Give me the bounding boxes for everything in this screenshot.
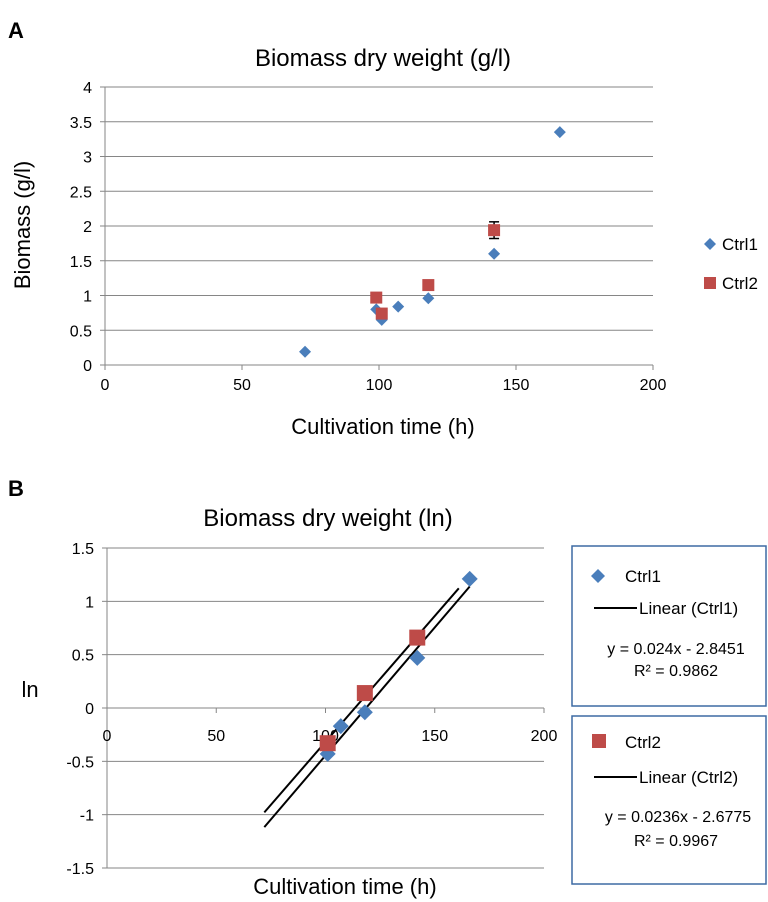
trendline-r2-ctrl2: R² = 0.9967	[634, 833, 718, 850]
data-point-ctrl1	[332, 718, 349, 735]
chart-b-legend-ctrl2: Ctrl2 Linear (Ctrl2) y = 0.0236x - 2.677…	[571, 715, 767, 885]
data-point-ctrl1	[299, 345, 312, 358]
chart-a-x-ticks: 0 50 100 150 200	[101, 365, 667, 394]
y-tick-label: 2.5	[70, 184, 92, 201]
chart-a-legend: Ctrl1 Ctrl2	[704, 235, 758, 293]
x-tick-label: 50	[207, 728, 225, 745]
legend-marker-diamond	[591, 569, 605, 583]
x-tick-label: 200	[531, 728, 558, 745]
legend-label-linear-ctrl1: Linear (Ctrl1)	[639, 599, 738, 618]
trendline-equation-ctrl1: y = 0.024x - 2.8451	[607, 641, 745, 658]
trendline-equation-ctrl2: y = 0.0236x - 2.6775	[605, 809, 751, 826]
data-point-ctrl2	[409, 629, 426, 646]
legend-label-linear-ctrl2: Linear (Ctrl2)	[639, 768, 738, 787]
y-tick-label: 0	[83, 358, 92, 375]
y-tick-label: 0.5	[70, 323, 92, 340]
y-tick-label: 1.5	[70, 254, 92, 271]
x-tick-label: 150	[503, 377, 530, 394]
chart-a-x-label: Cultivation time (h)	[291, 414, 474, 439]
panel-label-a: A	[8, 18, 24, 43]
data-point-ctrl2	[356, 685, 373, 702]
legend-label-ctrl1: Ctrl1	[722, 235, 758, 254]
x-tick-label: 0	[103, 728, 112, 745]
y-tick-label: 0.5	[72, 648, 94, 665]
y-tick-label: 1.5	[72, 541, 94, 558]
data-point-ctrl1	[461, 570, 478, 587]
legend-label-ctrl1: Ctrl1	[625, 567, 661, 586]
y-tick-label: 4	[83, 80, 92, 97]
x-tick-label: 100	[366, 377, 393, 394]
y-tick-label: -1.5	[66, 861, 94, 878]
y-tick-label: -0.5	[66, 754, 94, 771]
chart-b-title: Biomass dry weight (ln)	[203, 505, 452, 532]
y-tick-label: 3	[83, 150, 92, 167]
legend-item-ctrl2: Ctrl2	[704, 274, 758, 293]
y-tick-label: 3.5	[70, 115, 92, 132]
trendline-r2-ctrl1: R² = 0.9862	[634, 663, 718, 680]
y-tick-label: -1	[80, 808, 94, 825]
data-point-ctrl2	[319, 735, 336, 752]
x-tick-label: 0	[101, 377, 110, 394]
chart-b-x-label: Cultivation time (h)	[253, 874, 436, 899]
data-point-ctrl1	[422, 292, 435, 305]
chart-b-points	[319, 570, 478, 762]
panel-a: A Biomass dry weight (g/l) 0 0.5 1 1.5 2 2.5 3…	[8, 18, 758, 439]
y-tick-label: 1	[85, 594, 94, 611]
chart-b-y-ticks: -1.5 -1 -0.5 0 0.5 1 1.5	[66, 541, 107, 878]
x-tick-label: 50	[233, 377, 251, 394]
data-point-ctrl1	[356, 704, 373, 721]
panel-b: B Biomass dry weight (ln) -1.5 -1 -0.5 0 0.5…	[8, 476, 767, 899]
legend-marker-diamond	[704, 238, 716, 250]
x-tick-label: 200	[640, 377, 667, 394]
chart-a-points	[299, 126, 566, 358]
chart-b-y-label: ln	[21, 677, 38, 702]
legend-label-ctrl2: Ctrl2	[625, 733, 661, 752]
data-point-ctrl2	[422, 279, 435, 292]
chart-b-legend-ctrl1: Ctrl1 Linear (Ctrl1) y = 0.024x - 2.8451…	[571, 545, 767, 707]
data-point-ctrl2	[375, 307, 388, 320]
data-point-ctrl1	[392, 300, 405, 313]
legend-item-ctrl1: Ctrl1	[704, 235, 758, 254]
x-tick-label: 150	[421, 728, 448, 745]
legend-marker-square	[592, 734, 606, 748]
y-tick-label: 2	[83, 219, 92, 236]
data-point-ctrl2	[370, 291, 383, 304]
legend-label-ctrl2: Ctrl2	[722, 274, 758, 293]
chart-a-y-ticks: 0 0.5 1 1.5 2 2.5 3 3.5 4	[70, 80, 105, 375]
chart-a-gridlines	[105, 86, 653, 366]
chart-a-y-label: Biomass (g/l)	[10, 161, 35, 289]
data-point-ctrl1	[409, 649, 426, 666]
chart-a-title: Biomass dry weight (g/l)	[255, 45, 511, 72]
legend-box	[571, 545, 767, 707]
data-point-ctrl1	[553, 126, 566, 139]
legend-marker-square	[704, 277, 716, 289]
y-tick-label: 1	[83, 289, 92, 306]
y-tick-label: 0	[85, 701, 94, 718]
data-point-ctrl2	[488, 224, 501, 237]
panel-label-b: B	[8, 476, 24, 501]
data-point-ctrl1	[488, 247, 501, 260]
